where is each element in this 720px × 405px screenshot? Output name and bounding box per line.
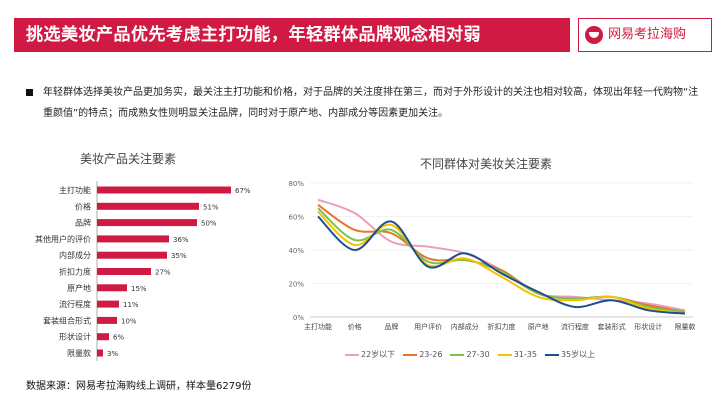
bar-category-label: 限量款	[67, 348, 91, 358]
bar-value-label: 3%	[107, 350, 118, 358]
x-tick-label: 折扣力度	[488, 322, 516, 331]
legend-swatch	[450, 353, 465, 356]
bar-category-label: 形状设计	[59, 332, 91, 342]
x-tick-label: 内部成分	[451, 322, 479, 331]
bar-category-label: 套装组合形式	[43, 315, 91, 325]
bar	[97, 316, 117, 324]
bar	[97, 349, 103, 357]
line-chart: 0% 20% 40% 60% 80% 主打功能 价格 品牌 用户评价 内部成分 折扣力度 原产地 流行程…	[288, 180, 696, 331]
bar	[97, 284, 127, 292]
header: 挑选美妆产品优先考虑主打功能，年轻群体品牌观念相对弱 网易考拉海购	[0, 0, 720, 56]
bar-category-label: 品牌	[75, 218, 91, 228]
y-tick-label: 20%	[288, 281, 304, 289]
bar-category-label: 价格	[75, 201, 91, 211]
x-tick-label: 套装形式	[598, 322, 626, 331]
y-tick-label: 0%	[293, 314, 304, 322]
bar-value-label: 50%	[201, 220, 217, 228]
bar-category-label: 原产地	[67, 283, 91, 293]
legend-swatch	[345, 353, 359, 356]
x-tick-label: 用户评价	[414, 322, 442, 331]
legend-label: 22岁以下	[361, 350, 396, 359]
bar	[97, 186, 231, 194]
legend-item: 23-26	[403, 350, 442, 359]
summary-paragraph: 年轻群体选择美妆产品更加务实，最关注主打功能和价格，对于品牌的关注度排在第三，而…	[26, 82, 706, 124]
bar-value-label: 6%	[113, 334, 124, 342]
series-line	[317, 207, 686, 313]
x-tick-label: 价格	[348, 322, 362, 331]
bar-category-label: 其他用户的评价	[35, 234, 91, 244]
bar	[97, 300, 119, 308]
legend-label: 23-26	[419, 350, 443, 359]
x-tick-label: 流行程度	[561, 322, 589, 331]
bar-chart-title: 美妆产品关注要素	[80, 152, 177, 166]
brand-badge: 网易考拉海购	[578, 18, 712, 52]
legend-swatch	[403, 353, 418, 356]
bar-value-label: 11%	[123, 301, 139, 309]
x-tick-label: 品牌	[384, 322, 398, 331]
legend-item: 35岁以上	[544, 349, 596, 360]
legend-label: 31-35	[513, 350, 537, 359]
legend-item: 31-35	[497, 350, 537, 359]
legend-swatch	[497, 353, 512, 356]
series-line	[317, 203, 686, 313]
bar-category-label: 内部成分	[59, 250, 91, 260]
y-tick-label: 60%	[288, 214, 304, 222]
series-line	[317, 210, 686, 315]
bar	[97, 219, 197, 227]
x-tick-label: 限量款	[675, 322, 696, 331]
bar-category-label: 折扣力度	[59, 267, 91, 277]
brand-name: 网易考拉海购	[608, 27, 687, 42]
bar	[97, 251, 167, 259]
bar-category-label: 流行程度	[59, 299, 91, 309]
bar-value-label: 36%	[173, 236, 189, 244]
bar	[97, 268, 151, 275]
series-line	[317, 215, 686, 315]
bar-chart: 主打功能 67% 价格 51% 品牌 50% 其他用户的评价 36% 内部成分 35% 折扣力度 27…	[35, 181, 251, 361]
y-tick-label: 80%	[288, 180, 304, 188]
page-title: 挑选美妆产品优先考虑主打功能，年轻群体品牌观念相对弱	[26, 25, 481, 45]
legend-item: 22岁以下	[345, 349, 395, 360]
header-bar	[14, 18, 570, 52]
bar	[97, 333, 109, 341]
bar	[97, 202, 199, 210]
legend-label: 27-30	[466, 350, 490, 359]
y-tick-label: 40%	[288, 247, 304, 255]
bar-value-label: 67%	[235, 187, 251, 195]
bar-value-label: 27%	[155, 269, 171, 277]
line-chart-legend: 22岁以下 23-26 27-30 31-35 35岁以上	[345, 349, 603, 361]
bar-value-label: 35%	[171, 252, 187, 260]
legend-swatch	[544, 353, 559, 356]
bar-category-label: 主打功能	[59, 185, 91, 195]
bullet-icon	[26, 89, 33, 96]
x-tick-label: 形状设计	[634, 322, 662, 331]
data-source: 数据来源：网易考拉海购线上调研，样本量6279份	[26, 381, 252, 392]
summary-text: 年轻群体选择美妆产品更加务实，最关注主打功能和价格，对于品牌的关注度排在第三，而…	[43, 87, 699, 119]
legend-label: 35岁以上	[560, 350, 596, 359]
bar-value-label: 15%	[131, 285, 147, 293]
line-chart-title: 不同群体对美妆关注要素	[420, 157, 553, 171]
bar-value-label: 51%	[203, 203, 219, 211]
x-tick-label: 原产地	[528, 322, 549, 331]
bar-value-label: 10%	[121, 317, 137, 325]
brand-logo-icon	[585, 26, 603, 44]
x-tick-label: 主打功能	[304, 322, 332, 331]
bar	[97, 235, 169, 243]
legend-item: 27-30	[450, 350, 490, 359]
